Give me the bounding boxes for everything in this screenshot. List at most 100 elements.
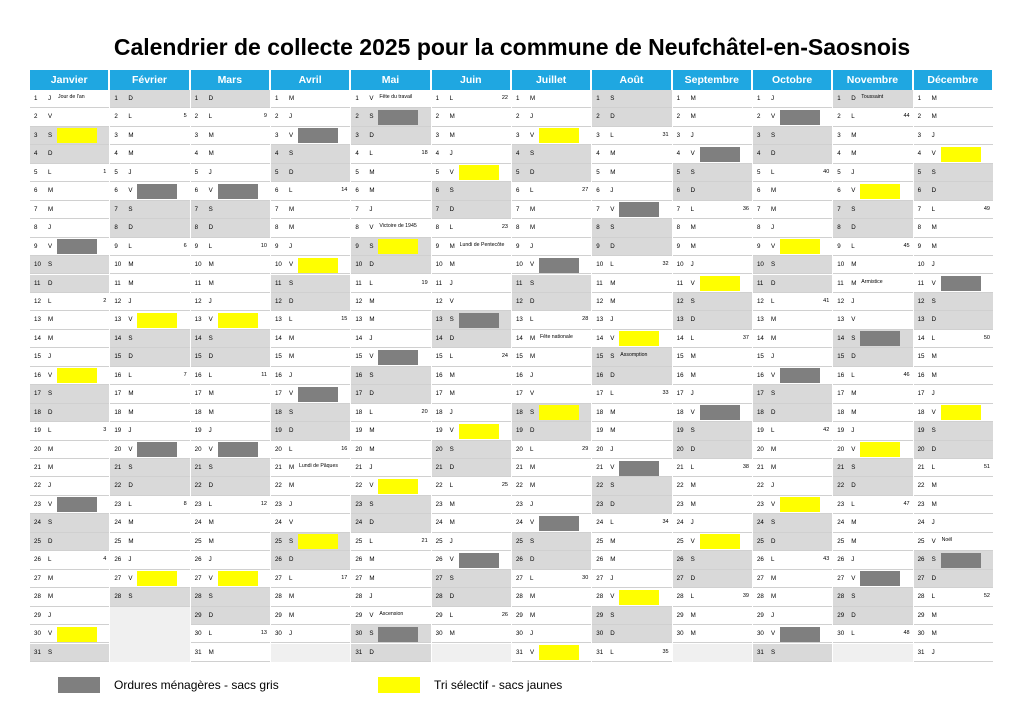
day-number: 1 bbox=[756, 95, 761, 102]
day-number: 20 bbox=[274, 445, 282, 453]
day-letter: V bbox=[128, 187, 133, 195]
day-cell: 24 S bbox=[752, 514, 833, 533]
day-cell: 13 V bbox=[833, 311, 913, 330]
collecte-ordures-marker bbox=[619, 202, 660, 218]
day-letter: V bbox=[128, 574, 133, 582]
day-letter: J bbox=[529, 500, 534, 508]
day-letter: V bbox=[208, 574, 213, 582]
day-number: 18 bbox=[917, 408, 925, 416]
day-number: 12 bbox=[34, 297, 41, 305]
day-letter: J bbox=[931, 648, 935, 656]
day-number: 7 bbox=[917, 205, 922, 213]
day-cell: 19 M bbox=[592, 422, 672, 441]
collecte-ordures-marker bbox=[779, 109, 820, 125]
week-number: 25 bbox=[501, 482, 508, 489]
day-number: 17 bbox=[194, 390, 202, 398]
day-number: 15 bbox=[596, 353, 604, 361]
day-number: 26 bbox=[274, 556, 282, 564]
day-cell: 15 S Assomption bbox=[592, 348, 672, 367]
day-number: 7 bbox=[34, 205, 38, 213]
day-number: 10 bbox=[917, 261, 925, 269]
day-number: 6 bbox=[194, 187, 199, 195]
collecte-tri-marker bbox=[378, 239, 419, 255]
day-letter: D bbox=[610, 630, 615, 638]
day-letter: V bbox=[369, 95, 374, 102]
day-number: 31 bbox=[756, 648, 764, 656]
day-letter: M bbox=[610, 427, 616, 435]
collecte-ordures-marker bbox=[699, 146, 740, 162]
day-number: 12 bbox=[756, 297, 764, 305]
day-number: 19 bbox=[34, 427, 41, 435]
day-letter: D bbox=[48, 537, 53, 545]
day-number: 23 bbox=[515, 500, 523, 508]
day-number: 16 bbox=[837, 371, 845, 379]
day-letter: J bbox=[288, 500, 293, 508]
day-letter: L bbox=[770, 297, 775, 305]
day-letter: J bbox=[529, 242, 534, 250]
day-letter: D bbox=[851, 611, 856, 619]
day-letter: M bbox=[48, 574, 54, 582]
day-number: 27 bbox=[515, 574, 523, 582]
day-number: 4 bbox=[114, 150, 118, 158]
day-number: 16 bbox=[596, 371, 604, 379]
day-number: 29 bbox=[837, 611, 845, 619]
day-letter: J bbox=[369, 205, 373, 213]
day-cell: 13 L 15 bbox=[270, 311, 351, 330]
day-letter: M bbox=[449, 261, 455, 269]
day-number: 5 bbox=[114, 168, 118, 176]
day-letter: V bbox=[770, 371, 776, 379]
day-number: 17 bbox=[435, 390, 443, 398]
day-letter: M bbox=[770, 445, 777, 453]
collecte-tri-marker bbox=[538, 128, 579, 144]
day-cell: 18 M bbox=[592, 404, 672, 423]
day-letter: S bbox=[449, 445, 454, 453]
day-cell: 22 M bbox=[672, 477, 752, 496]
day-cell: 25 L 21 bbox=[351, 533, 431, 552]
day-letter: J bbox=[931, 390, 935, 398]
day-number: 23 bbox=[917, 500, 925, 508]
legend-jaune: Tri sélectif - sacs jaunes bbox=[378, 675, 562, 695]
day-letter: S bbox=[851, 593, 856, 601]
day-number: 1 bbox=[114, 95, 118, 102]
day-number: 2 bbox=[756, 113, 761, 121]
day-letter: V bbox=[610, 334, 615, 342]
day-number: 7 bbox=[274, 205, 279, 213]
day-number: 12 bbox=[917, 297, 925, 305]
day-letter: S bbox=[288, 408, 294, 416]
day-letter: J bbox=[690, 131, 694, 139]
day-cell: 26 M bbox=[592, 551, 672, 570]
day-number: 23 bbox=[274, 500, 282, 508]
day-number: 2 bbox=[355, 113, 359, 121]
day-number: 13 bbox=[917, 316, 925, 324]
day-number: 29 bbox=[756, 611, 764, 619]
day-cell: 28 L 39 bbox=[672, 588, 752, 607]
day-letter: L bbox=[288, 445, 293, 453]
day-letter: J bbox=[208, 168, 212, 176]
day-cell: 25 D bbox=[752, 532, 833, 552]
empty-days bbox=[110, 606, 190, 662]
collecte-ordures-marker bbox=[699, 405, 740, 421]
day-cell: 25 D bbox=[30, 532, 110, 552]
day-letter: D bbox=[770, 279, 776, 287]
day-cell: 23 V bbox=[752, 496, 833, 515]
week-number: 1 bbox=[103, 168, 107, 175]
day-number: 30 bbox=[756, 630, 764, 638]
day-cell: 26 V bbox=[431, 551, 511, 570]
day-letter: M bbox=[770, 316, 777, 324]
day-number: 2 bbox=[515, 113, 520, 121]
day-number: 24 bbox=[596, 519, 604, 527]
day-cell: 26 L 4 bbox=[30, 551, 110, 570]
day-number: 26 bbox=[676, 556, 684, 564]
month-header: Octobre bbox=[752, 70, 833, 90]
day-number: 27 bbox=[114, 574, 122, 582]
day-letter: S bbox=[208, 464, 213, 471]
day-letter: M bbox=[529, 334, 536, 342]
day-letter: L bbox=[529, 574, 534, 582]
day-letter: L bbox=[931, 205, 936, 213]
